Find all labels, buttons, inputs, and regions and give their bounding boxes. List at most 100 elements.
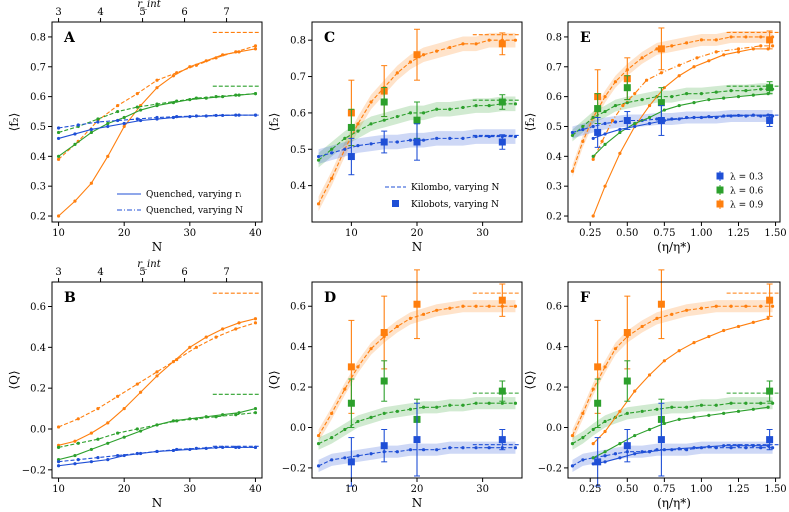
y-tick-label: 0.6 xyxy=(290,302,306,313)
data-point xyxy=(581,458,585,462)
data-point xyxy=(330,151,334,155)
data-point xyxy=(707,445,711,449)
experiment-marker xyxy=(766,84,774,92)
data-point xyxy=(570,169,575,173)
plot-frame xyxy=(51,281,263,479)
data-point xyxy=(474,446,478,450)
experiment-marker xyxy=(413,116,421,124)
data-point xyxy=(513,38,518,42)
y-tick-label: 0.6 xyxy=(30,92,46,103)
y-tick-label: 0.6 xyxy=(290,108,306,119)
experiment-marker xyxy=(413,51,421,59)
data-point xyxy=(770,304,775,308)
data-point xyxy=(474,134,478,139)
data-point xyxy=(581,127,585,132)
data-point xyxy=(570,464,575,468)
data-point xyxy=(759,401,763,405)
band-orange xyxy=(318,32,516,212)
plot-frame xyxy=(51,21,263,223)
data-point xyxy=(714,50,718,54)
data-point xyxy=(591,157,595,161)
x-axis-label: N xyxy=(412,240,423,254)
y-tick-label: 0.4 xyxy=(30,152,46,163)
experiment-marker xyxy=(766,436,774,444)
y-tick-label: 0.7 xyxy=(290,72,306,83)
data-point xyxy=(751,444,755,448)
legend-swatch xyxy=(716,172,724,180)
data-point xyxy=(487,134,491,139)
data-point xyxy=(474,401,478,405)
data-point xyxy=(204,335,208,339)
y-tick-label: 0.8 xyxy=(30,32,46,43)
data-point xyxy=(435,448,439,452)
data-point xyxy=(76,123,80,127)
series-line-orange xyxy=(571,305,773,436)
data-point xyxy=(369,415,373,419)
y-axis-label: ⟨f₂⟩ xyxy=(7,113,21,132)
y-tick-label: 0.2 xyxy=(290,383,306,394)
top-tick-label: 3 xyxy=(55,7,61,18)
data-point xyxy=(640,409,644,413)
top-tick-label: 4 xyxy=(97,7,103,18)
data-point xyxy=(253,445,258,449)
top-tick-label: 6 xyxy=(181,7,187,18)
panel-c: 10 20 30 0.4 0.5 0.6 0.7 0.8 N ⟨f₂⟩ C Kilombo, vary… xyxy=(267,21,523,254)
y-tick-label: 0.4 xyxy=(290,181,306,192)
data-point xyxy=(685,405,689,409)
data-point xyxy=(744,401,748,405)
data-point xyxy=(729,446,733,450)
panel-label: F xyxy=(580,290,590,306)
data-point xyxy=(603,429,607,434)
data-point xyxy=(395,114,399,119)
experiment-marker xyxy=(594,363,602,371)
data-point xyxy=(234,93,238,97)
panel-label: E xyxy=(580,30,591,46)
data-point xyxy=(96,406,100,411)
experiment-marker xyxy=(380,329,388,337)
plot-frame xyxy=(567,21,781,223)
experiment-marker xyxy=(498,98,506,106)
data-point xyxy=(461,446,465,450)
x-tick-label: 40 xyxy=(249,228,262,239)
data-point xyxy=(253,113,258,117)
data-point xyxy=(729,401,733,405)
data-point xyxy=(685,41,689,45)
experiment-marker xyxy=(380,98,388,106)
data-point xyxy=(603,121,607,126)
data-point xyxy=(736,95,741,99)
panel-e: 0.25 0.50 0.75 1.00 1.25 1.50 0.2 0.3 0.4 0.5 0.6 0… xyxy=(523,21,787,254)
experiment-marker xyxy=(347,363,355,371)
data-point xyxy=(155,78,159,82)
y-tick-label: 0.7 xyxy=(30,62,46,73)
data-point xyxy=(610,118,615,123)
x-tick-label: 10 xyxy=(52,484,65,495)
data-point xyxy=(316,154,321,159)
data-point xyxy=(448,446,452,450)
data-point xyxy=(316,433,321,438)
data-point xyxy=(122,124,126,129)
y-axis-label: ⟨f₂⟩ xyxy=(267,113,281,132)
data-point xyxy=(591,214,595,218)
data-point xyxy=(106,421,110,425)
data-point xyxy=(56,460,61,464)
data-point xyxy=(474,42,478,46)
data-point xyxy=(369,452,373,456)
experiment-marker xyxy=(498,296,506,304)
data-point xyxy=(644,78,649,82)
data-point xyxy=(408,448,413,452)
data-point xyxy=(408,407,413,411)
y-tick-label: 0.8 xyxy=(546,32,562,43)
data-point xyxy=(603,142,607,146)
data-point xyxy=(89,447,93,452)
data-point xyxy=(707,59,711,63)
data-point xyxy=(640,56,644,60)
data-point xyxy=(625,411,629,415)
experiment-marker xyxy=(623,329,631,337)
top-tick-label: 7 xyxy=(223,7,229,18)
data-point xyxy=(714,304,718,308)
data-point xyxy=(421,111,426,115)
y-tick-label: 0.6 xyxy=(30,302,46,313)
data-point xyxy=(722,114,726,118)
data-point xyxy=(135,105,139,109)
data-point xyxy=(647,427,652,432)
